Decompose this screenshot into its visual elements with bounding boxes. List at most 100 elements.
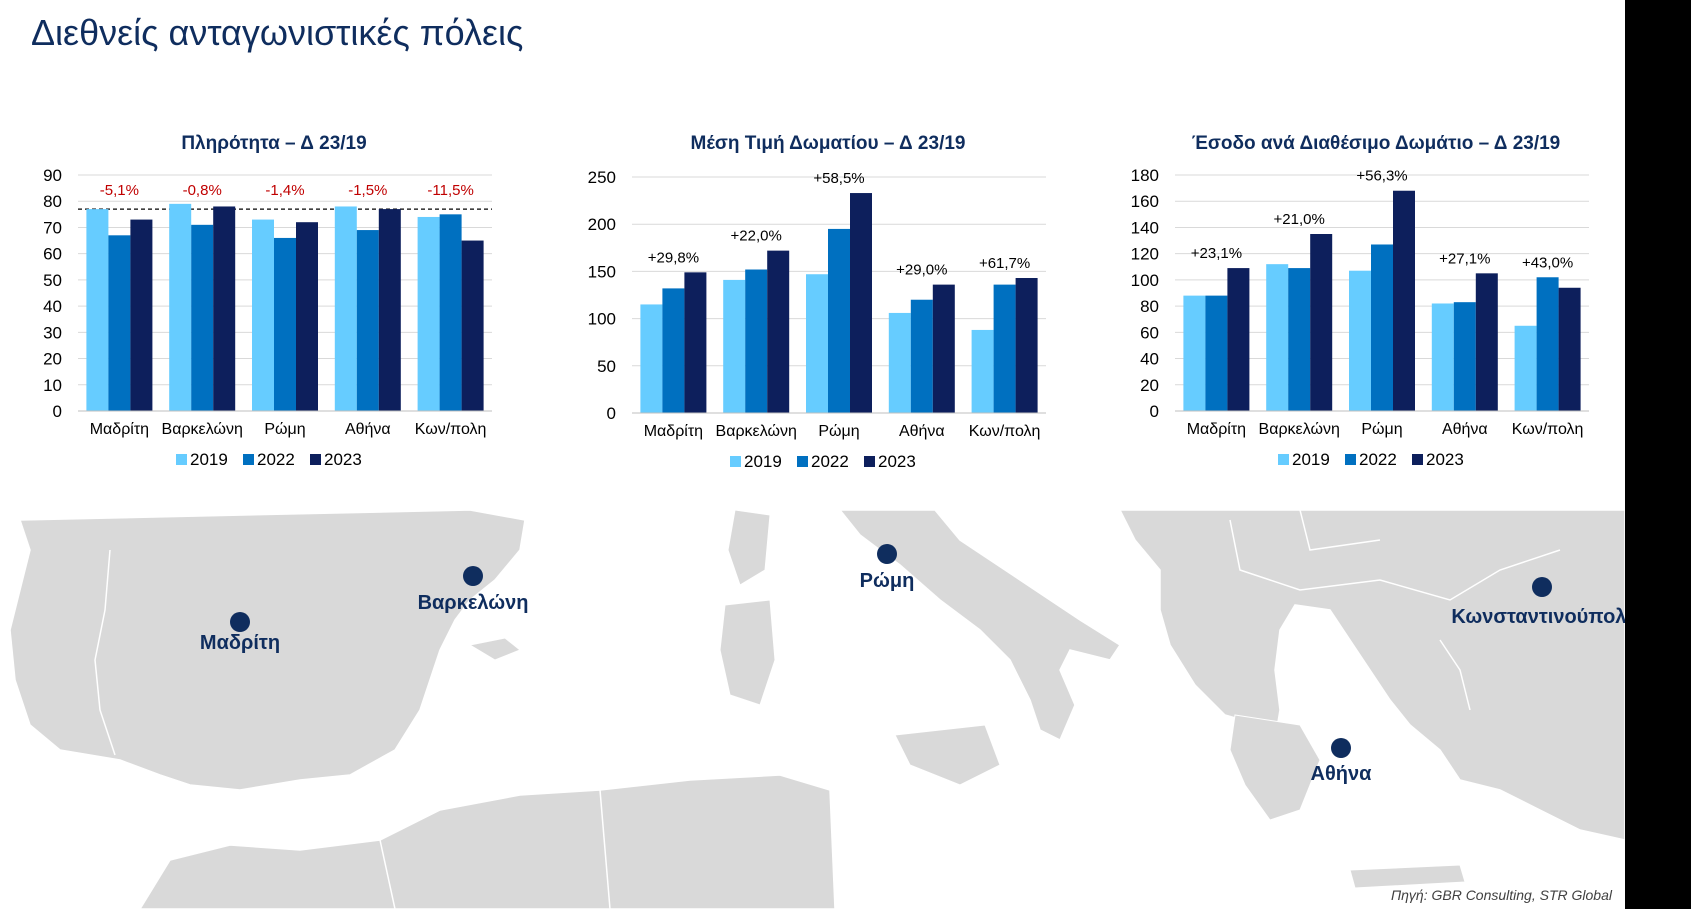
y-tick-label: 90 <box>43 166 62 185</box>
y-tick-label: 10 <box>43 376 62 395</box>
map-border-balkans-2 <box>1299 510 1381 551</box>
y-tick-label: 140 <box>1131 218 1159 237</box>
x-tick-label: Κων/πολη <box>969 423 1041 440</box>
city-label-athens: Αθήνα <box>1310 763 1372 785</box>
data-annotation: -0,8% <box>183 182 222 199</box>
x-tick-label: Αθήνα <box>345 421 391 438</box>
bar-2023 <box>767 250 790 413</box>
data-annotation: -1,4% <box>265 182 304 199</box>
bar-2023 <box>296 222 318 411</box>
map-land-italy <box>839 510 1122 742</box>
data-annotation: +27,1% <box>1439 250 1490 267</box>
bar-2019 <box>640 304 663 413</box>
legend-swatch <box>1278 454 1289 465</box>
data-annotation: +56,3% <box>1356 168 1407 185</box>
y-tick-label: 60 <box>1140 323 1159 342</box>
map-land-peloponnese <box>1229 714 1321 821</box>
y-tick-label: 80 <box>1140 297 1159 316</box>
legend-swatch <box>243 454 254 465</box>
city-label-madrid: Μαδρίτη <box>199 632 281 654</box>
bar-2022 <box>191 224 214 411</box>
data-annotation: +29,0% <box>896 262 947 279</box>
bar-2022 <box>1371 244 1393 411</box>
x-tick-label: Μαδρίτη <box>644 423 703 440</box>
bar-2019 <box>334 206 357 411</box>
bar-2019 <box>1266 264 1289 411</box>
bar-2019 <box>86 209 109 411</box>
bar-2022 <box>910 299 933 413</box>
chart-title: Μέση Τιμή Δωματίου – Δ 23/19 <box>691 133 966 154</box>
x-tick-label: Ρώμη <box>264 421 305 438</box>
legend-swatch <box>1412 454 1423 465</box>
y-tick-label: 120 <box>1131 245 1159 264</box>
city-label-istanbul: Κωνσταντινούπολη <box>1451 606 1639 628</box>
bar-2023 <box>1475 273 1498 411</box>
bar-2022 <box>274 237 296 411</box>
data-annotation: +61,7% <box>979 255 1030 272</box>
source-note: Πηγή: GBR Consulting, STR Global <box>1391 887 1612 903</box>
y-tick-label: 0 <box>1150 402 1159 421</box>
y-tick-label: 30 <box>43 323 62 342</box>
charts-area: Πληρότητα – Δ 23/19 0 10 20 30 40 50 60 70 80 90 Μα… <box>43 133 1589 471</box>
y-tick-label: 150 <box>588 262 616 281</box>
y-tick-label: 250 <box>588 168 616 187</box>
y-tick-label: 80 <box>43 192 62 211</box>
x-tick-label: Βαρκελώνη <box>1259 421 1340 438</box>
y-tick-label: 40 <box>1140 350 1159 369</box>
legend-label: 2019 <box>744 452 782 471</box>
data-annotation: -11,5% <box>427 182 473 199</box>
map-border-africa-1 <box>379 839 396 909</box>
x-tick-label: Αθήνα <box>1442 421 1488 438</box>
map-border-africa-2 <box>599 789 611 909</box>
x-tick-label: Βαρκελώνη <box>162 421 243 438</box>
y-tick-label: 40 <box>43 297 62 316</box>
map-land-africa <box>139 774 836 909</box>
bar-2019 <box>1183 295 1206 411</box>
legend-label: 2023 <box>878 452 916 471</box>
bar-2022 <box>1453 302 1476 411</box>
bar-2023 <box>684 272 707 413</box>
bar-2022 <box>662 288 685 413</box>
bar-2019 <box>252 219 274 411</box>
x-tick-label: Μαδρίτη <box>90 421 149 438</box>
bar-2019 <box>417 216 440 411</box>
map-background <box>9 510 1625 909</box>
bar-2022 <box>993 284 1016 413</box>
data-annotation: -1,5% <box>348 182 387 199</box>
y-tick-label: 20 <box>1140 376 1159 395</box>
chart-title: Έσοδο ανά Διαθέσιμο Δωμάτιο – Δ 23/19 <box>1192 133 1561 154</box>
map-land-sardinia <box>719 599 776 706</box>
x-tick-label: Κων/πολη <box>1512 421 1584 438</box>
map-border-portugal <box>94 549 116 756</box>
bar-2022 <box>108 235 131 411</box>
data-annotation: +21,0% <box>1274 211 1325 228</box>
data-annotation: -5,1% <box>100 182 139 199</box>
bar-2023 <box>1227 268 1250 411</box>
legend-swatch <box>730 456 741 467</box>
bar-2023 <box>1393 190 1415 411</box>
y-tick-label: 70 <box>43 218 62 237</box>
x-tick-label: Αθήνα <box>899 423 945 440</box>
y-tick-label: 0 <box>607 404 616 423</box>
data-annotation: +43,0% <box>1522 254 1573 271</box>
legend-label: 2023 <box>1426 450 1464 469</box>
bar-2023 <box>130 219 153 411</box>
page-title: Διεθνείς ανταγωνιστικές πόλεις <box>31 12 524 53</box>
bar-2019 <box>1514 325 1537 411</box>
city-label-barcelona: Βαρκελώνη <box>417 592 529 614</box>
legend-label: 2022 <box>257 450 295 469</box>
map-land-iberia <box>9 510 526 791</box>
map-border-balkans-1 <box>1229 519 1561 601</box>
bar-2023 <box>850 193 872 413</box>
bar-2022 <box>1536 277 1559 411</box>
bar-2019 <box>806 274 828 413</box>
bar-2023 <box>461 240 484 411</box>
data-annotation: +58,5% <box>813 170 864 187</box>
bar-2019 <box>1431 303 1454 411</box>
y-tick-label: 50 <box>597 357 616 376</box>
x-tick-label: Βαρκελώνη <box>716 423 797 440</box>
bar-2023 <box>378 209 401 411</box>
data-annotation: +29,8% <box>648 249 699 266</box>
legend-label: 2022 <box>811 452 849 471</box>
legend-label: 2022 <box>1359 450 1397 469</box>
